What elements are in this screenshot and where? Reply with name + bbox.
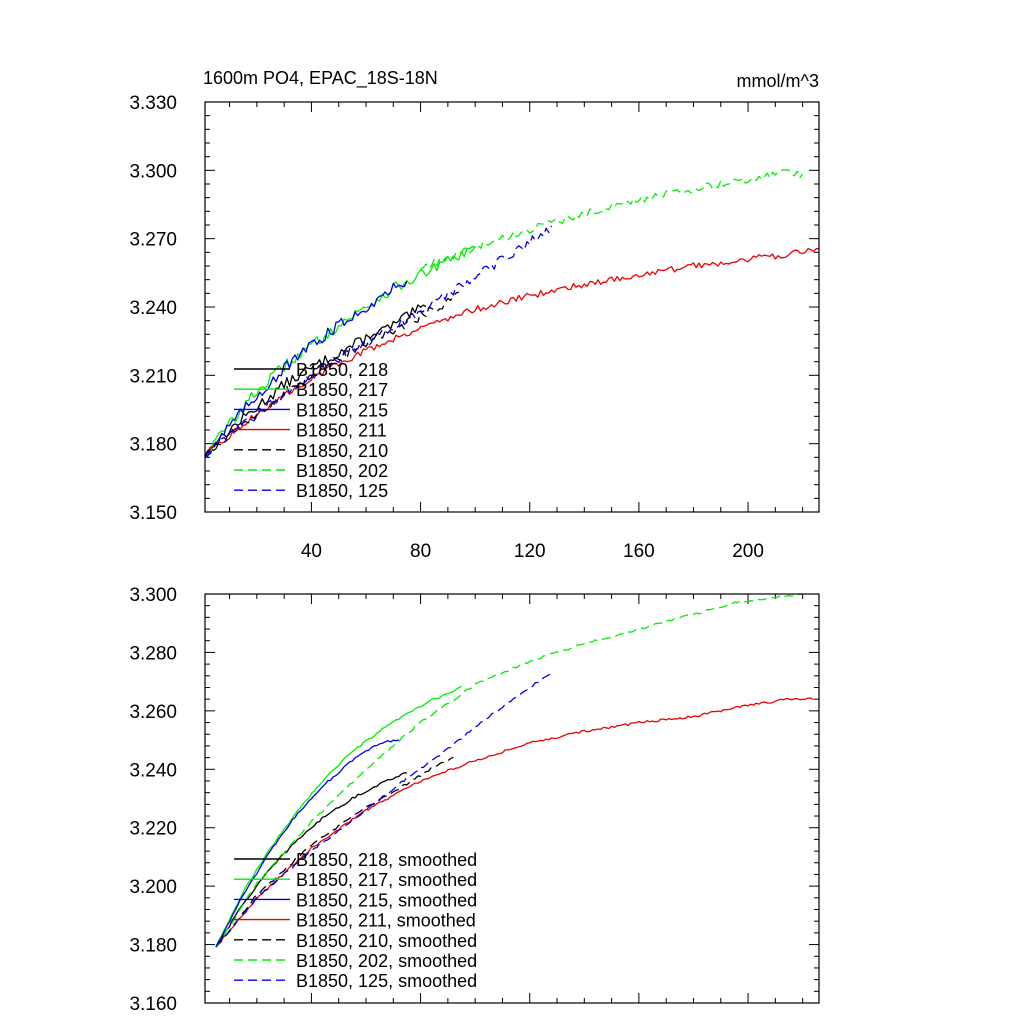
y-tick-label: 3.210 [129,366,177,387]
top-series-lines [204,169,820,459]
series-line [205,225,553,457]
legend-label: B1850, 217 [296,380,388,400]
y-tick-label: 3.270 [129,230,177,251]
series-line [204,245,476,458]
y-tick-label: 3.180 [129,936,177,957]
y-tick-label: 3.300 [129,585,177,606]
top-plot-frame [204,101,820,513]
legend-label: B1850, 210, smoothed [296,931,477,951]
x-tick-label: 40 [301,541,322,562]
x-tick-label: 120 [514,541,546,562]
series-line [204,247,820,457]
y-tick-label: 3.180 [129,435,177,456]
top-chart-units: mmol/m^3 [737,71,819,91]
top-x-tick-labels: 40 80 120 160 200 [301,541,764,562]
series-line [204,291,460,457]
bottom-axis-ticks [205,593,819,1004]
series-line [215,672,552,948]
y-tick-label: 3.280 [129,643,177,664]
series-line [215,697,814,948]
y-tick-label: 3.300 [129,161,177,182]
y-tick-label: 3.150 [129,503,177,524]
series-line [215,685,462,948]
series-line [215,772,407,948]
legend-label: B1850, 210 [296,441,388,461]
top-y-tick-labels: 3.150 3.180 3.210 3.240 3.270 3.300 3.33… [129,93,177,524]
legend-label: B1850, 211, smoothed [296,911,476,931]
legend-label: B1850, 218 [296,360,388,380]
legend-label: B1850, 218, smoothed [296,850,477,870]
top-panel: 1600m PO4, EPAC_18S-18N mmol/m^3 3.150 3… [129,68,820,562]
y-tick-label: 3.200 [129,877,177,898]
y-tick-label: 3.220 [129,819,177,840]
legend-label: B1850, 202, smoothed [296,951,477,971]
bottom-y-tick-labels: 3.160 3.180 3.200 3.220 3.240 3.260 3.28… [129,585,177,1015]
series-line [420,169,804,270]
bottom-series-lines [215,593,814,948]
series-line [204,304,427,459]
y-tick-label: 3.240 [129,298,177,319]
legend-label: B1850, 125, smoothed [296,971,477,991]
y-tick-label: 3.160 [129,994,177,1015]
legend-label: B1850, 125 [296,481,388,501]
y-tick-label: 3.240 [129,760,177,781]
bottom-panel: 3.160 3.180 3.200 3.220 3.240 3.260 3.28… [129,585,820,1015]
legend-label: B1850, 202 [296,461,388,481]
legend-label: B1850, 215 [296,400,388,420]
top-chart-title: 1600m PO4, EPAC_18S-18N [203,68,438,89]
series-line [204,281,408,458]
bottom-plot-frame [204,593,820,1004]
bottom-legend: B1850, 218, smoothed B1850, 217, smoothe… [234,850,477,991]
x-tick-label: 200 [732,541,764,562]
top-legend: B1850, 218 B1850, 217 B1850, 215 B1850, … [234,360,388,501]
x-tick-label: 80 [410,541,431,562]
series-line [215,756,454,948]
legend-label: B1850, 215, smoothed [296,890,477,910]
y-tick-label: 3.260 [129,702,177,723]
y-tick-label: 3.330 [129,93,177,114]
series-line [215,739,399,948]
legend-label: B1850, 211 [296,421,387,441]
x-tick-label: 160 [623,541,655,562]
legend-label: B1850, 217, smoothed [296,870,477,890]
